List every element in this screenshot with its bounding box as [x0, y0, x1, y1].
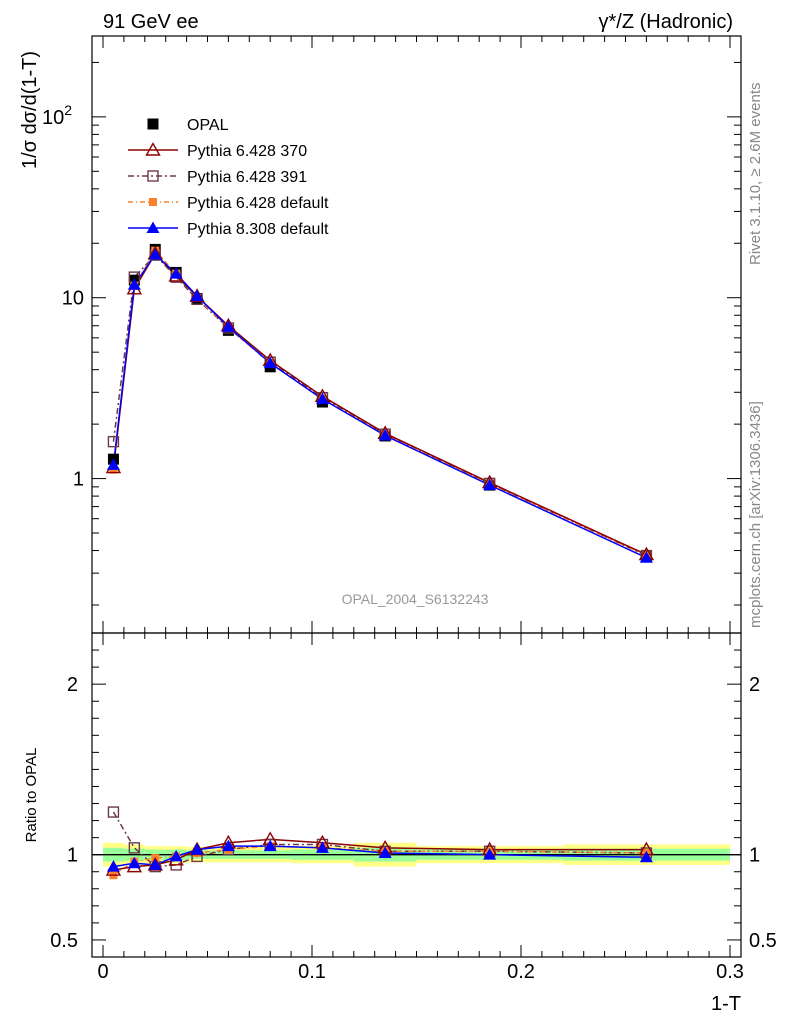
x-axis-label: 1-T: [711, 993, 741, 1015]
marker-p8def: [190, 289, 204, 302]
ratio-y-tick-label: 0.5: [50, 930, 78, 952]
ratio-y-tick-label: 1: [67, 845, 78, 867]
ratio-panel: 0 0.1 0.2 0.30.5 0.51 12 2: [50, 36, 777, 983]
legend-label-p370: Pythia 6.428 370: [187, 143, 307, 160]
ratio-marker-p8def: [148, 858, 162, 870]
y-tick-label-exponent: 2: [64, 102, 72, 118]
analysis-watermark: OPAL_2004_S6132243: [342, 591, 489, 607]
marker-p8def: [221, 320, 235, 332]
legend-label-p8def: Pythia 8.308 default: [187, 221, 329, 238]
marker-p8def: [127, 278, 141, 290]
marker-p8def: [378, 429, 392, 441]
header-left-label: 91 GeV ee: [103, 11, 199, 33]
y-tick-label: 1: [73, 469, 84, 491]
ratio-marker-p391: [107, 806, 120, 818]
ratio-marker-p8def: [263, 839, 277, 852]
x-tick-label: 0: [97, 961, 108, 983]
legend-marker-opal: [147, 118, 159, 130]
legend-marker-p391: [147, 170, 159, 182]
ratio-marker-p391: [128, 842, 141, 854]
ratio-marker-p8def: [169, 849, 183, 862]
ratio-marker-p8def: [483, 848, 497, 860]
legend: OPAL Pythia 6.428 370 Pythia 6.428 391 Pyth…: [128, 117, 329, 238]
marker-p8def: [148, 248, 162, 260]
rivet-label: Rivet 3.1.10, ≥ 2.6M events: [747, 83, 764, 266]
marker-p8def: [315, 392, 329, 405]
ratio-marker-p8def: [315, 841, 329, 853]
x-tick-label: 0.1: [298, 961, 326, 983]
header-right-label: γ*/Z (Hadronic): [599, 11, 733, 33]
legend-label-opal: OPAL: [187, 117, 229, 134]
legend-marker-p6def: [149, 198, 157, 206]
legend-label-p6def: Pythia 6.428 default: [187, 195, 329, 212]
x-tick-label: 0.2: [507, 961, 535, 983]
ratio-marker-p8def: [639, 850, 653, 863]
ratio-y-tick-label: 2: [67, 674, 78, 696]
y-tick-label: 10: [62, 288, 84, 310]
ratio-marker-p8def: [378, 846, 392, 858]
ratio-marker-p8def: [127, 856, 141, 869]
main-panel: 1 10 102: [42, 35, 742, 634]
ratio-y-axis-label: Ratio to OPAL: [23, 748, 40, 843]
main-y-axis-label: 1/σ dσ/d(1-T): [19, 51, 41, 169]
mcplots-label: mcplots.cern.ch [arXiv:1306.3436]: [747, 401, 764, 628]
marker-p8def: [483, 478, 497, 491]
y-tick-label: 102: [42, 102, 72, 129]
marker-p8def: [106, 458, 120, 470]
ratio-y-tick-label-right: 1: [749, 845, 760, 867]
ratio-y-tick-label-right: 0.5: [749, 930, 777, 952]
marker-p8def: [639, 551, 653, 563]
ratio-marker-p8def: [221, 839, 235, 852]
marker-p8def: [263, 356, 277, 369]
marker-p8def: [169, 267, 183, 279]
ratio-y-tick-label-right: 2: [749, 674, 760, 696]
legend-marker-p370: [145, 142, 161, 156]
legend-marker-p8def: [146, 221, 160, 233]
legend-label-p391: Pythia 6.428 391: [187, 169, 307, 186]
ratio-marker-p8def: [106, 860, 120, 872]
x-tick-label: 0.3: [716, 961, 744, 983]
ratio-marker-p8def: [190, 843, 204, 855]
ratio-frame: [91, 632, 742, 958]
marker-p391: [107, 435, 120, 448]
ratio-line-p6def: [113, 845, 647, 876]
